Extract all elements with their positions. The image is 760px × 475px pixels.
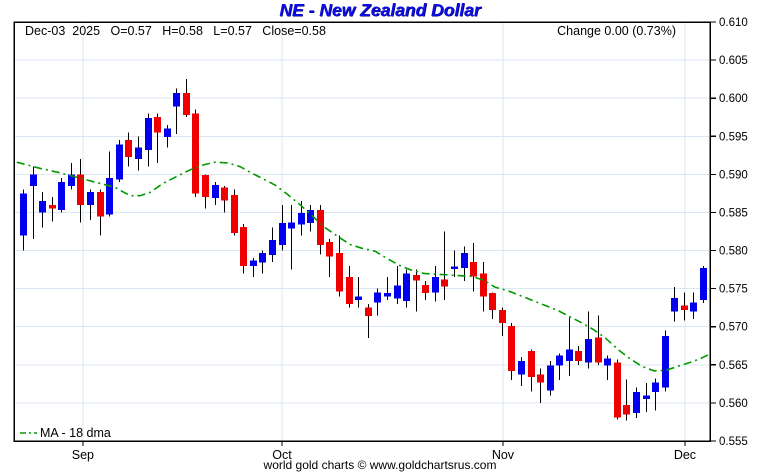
candle-body-down (528, 351, 535, 378)
candle-body-up (403, 273, 410, 301)
candle-body-up (700, 268, 707, 301)
candle-body-up (269, 239, 276, 256)
y-tick-label: 0.575 (719, 284, 748, 296)
candle-body-down (77, 174, 84, 205)
ma-legend-label: MA - 18 dma (40, 426, 111, 440)
candle-body-down (614, 362, 621, 418)
x-tick-label: Nov (492, 448, 515, 462)
candle-body-down (336, 252, 343, 292)
candle-body-up (556, 355, 563, 366)
candle-body-down (192, 113, 199, 194)
candle-body-up (58, 181, 65, 211)
candle-body-up (355, 296, 362, 301)
candle-body-down (317, 210, 324, 246)
y-tick-label: 0.595 (719, 131, 748, 143)
y-tick-label: 0.570 (719, 322, 748, 334)
candle-body-down (202, 175, 209, 198)
y-tick-label: 0.580 (719, 246, 748, 258)
candle-body-down (422, 284, 429, 294)
candle-body-up (212, 185, 219, 198)
candle-body-up (585, 338, 592, 363)
candle-body-down (326, 242, 333, 257)
chart-footer-credit: world gold charts © www.goldchartsrus.co… (263, 458, 497, 472)
candle-body-up (259, 252, 266, 263)
candle-body-up (164, 128, 171, 138)
candle-body-down (499, 309, 506, 323)
candle-body-up (633, 392, 640, 413)
y-tick-label: 0.585 (719, 207, 748, 219)
candle-body-down (240, 226, 247, 266)
candle-body-down (537, 374, 544, 383)
candle-body-up (279, 223, 286, 246)
candle-body-up (547, 365, 554, 391)
candle-body-up (604, 358, 611, 366)
candle-body-up (135, 147, 142, 160)
ma-line (16, 161, 709, 372)
candle-body-up (106, 178, 113, 215)
candle-body-up (288, 222, 295, 229)
candle-body-down (125, 140, 132, 157)
candle-body-down (221, 187, 228, 201)
candle-body-down (470, 261, 477, 277)
candle-body-up (68, 174, 75, 186)
candle-body-down (231, 194, 238, 234)
candle-body-up (39, 201, 46, 213)
ohlc-readout: Dec-03 2025 O=0.57 H=0.58 L=0.57 Close=0… (25, 24, 326, 38)
page-title: NE - New Zealand Dollar (279, 0, 481, 20)
plot-border (13, 21, 711, 442)
candle-body-down (413, 274, 420, 281)
y-tick-label: 0.565 (719, 360, 748, 372)
candle-body-up (662, 335, 669, 388)
candle-body-up (652, 382, 659, 393)
candle-body-up (432, 277, 439, 293)
y-tick-label: 0.610 (719, 17, 748, 29)
candle-body-down (183, 92, 190, 115)
candle-body-up (451, 266, 458, 269)
candle-body-up (173, 92, 180, 107)
candle-body-down (575, 351, 582, 362)
candle-body-down (595, 337, 602, 363)
candle-body-down (489, 293, 496, 310)
candle-body-down (441, 279, 448, 287)
candle-body-up (30, 174, 37, 186)
candle-body-up (461, 252, 468, 269)
candle-body-down (365, 307, 372, 317)
candle-body-up (643, 395, 650, 400)
candle-body-down (97, 191, 104, 217)
candle-body-up (250, 260, 257, 266)
candle-body-down (154, 117, 161, 133)
candle-body-down (480, 273, 487, 297)
y-tick-label: 0.590 (719, 169, 748, 181)
candle-body-up (384, 293, 391, 297)
x-tick-label: Dec (674, 448, 696, 462)
y-tick-label: 0.560 (719, 398, 748, 410)
candle-body-down (681, 305, 688, 310)
candle-body-down (623, 405, 630, 415)
y-tick-label: 0.555 (719, 436, 748, 448)
candle-body-up (518, 361, 525, 375)
x-tick-label: Sep (72, 448, 94, 462)
candle-body-up (307, 210, 314, 224)
candle-body-up (20, 193, 27, 236)
candle-body-down (49, 204, 56, 209)
candle-body-up (566, 349, 573, 362)
candle-body-up (671, 297, 678, 312)
candle-body-down (508, 325, 515, 371)
candle-body-down (346, 277, 353, 304)
candle-body-up (145, 117, 152, 150)
candle-body-up (116, 144, 123, 180)
candle-body-up (298, 213, 305, 225)
x-tick-label: Oct (272, 448, 292, 462)
y-tick-label: 0.605 (719, 55, 748, 67)
candle-body-up (87, 191, 94, 205)
change-readout: Change 0.00 (0.73%) (557, 24, 676, 38)
candle-body-up (374, 292, 381, 303)
candle-body-up (690, 302, 697, 312)
candle-body-up (394, 285, 401, 299)
y-tick-label: 0.600 (719, 93, 748, 105)
